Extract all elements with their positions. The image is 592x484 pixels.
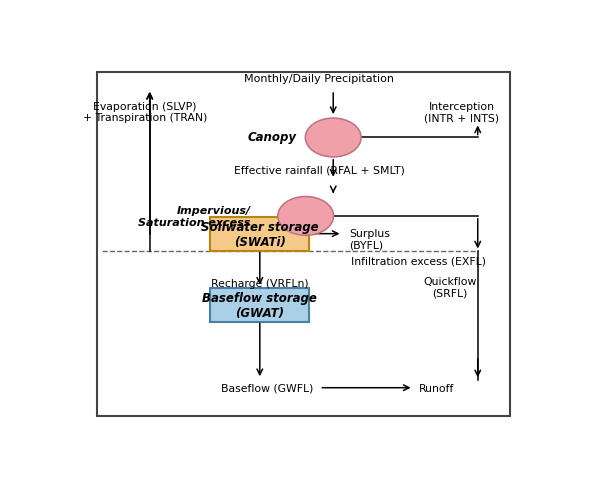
Text: Baseflow storage
(GWAT): Baseflow storage (GWAT) [202,291,317,319]
Text: Runoff: Runoff [419,383,454,393]
Text: Infiltration excess (EXFL): Infiltration excess (EXFL) [350,256,485,266]
Text: Surplus
(BYFL): Surplus (BYFL) [349,229,390,250]
FancyBboxPatch shape [210,217,310,251]
Ellipse shape [305,119,361,158]
Text: Evaporation (SLVP)
+ Transpiration (TRAN): Evaporation (SLVP) + Transpiration (TRAN… [83,101,207,123]
Text: Baseflow (GWFL): Baseflow (GWFL) [220,383,313,393]
Text: Quickflow
(SRFL): Quickflow (SRFL) [423,276,477,298]
Text: Impervious/
Saturation excess: Impervious/ Saturation excess [139,206,250,227]
FancyBboxPatch shape [210,288,310,322]
Text: Recharge (VRFLn): Recharge (VRFLn) [211,279,308,288]
Text: Effective rainfall (RFAL + SMLT): Effective rainfall (RFAL + SMLT) [234,165,405,175]
FancyBboxPatch shape [97,73,510,416]
Ellipse shape [278,197,333,236]
Text: Canopy: Canopy [247,131,297,144]
Text: Soilwater storage
(SWATi): Soilwater storage (SWATi) [201,220,318,248]
Text: Monthly/Daily Precipitation: Monthly/Daily Precipitation [244,74,394,84]
Text: Interception
(INTR + INTS): Interception (INTR + INTS) [424,101,499,123]
